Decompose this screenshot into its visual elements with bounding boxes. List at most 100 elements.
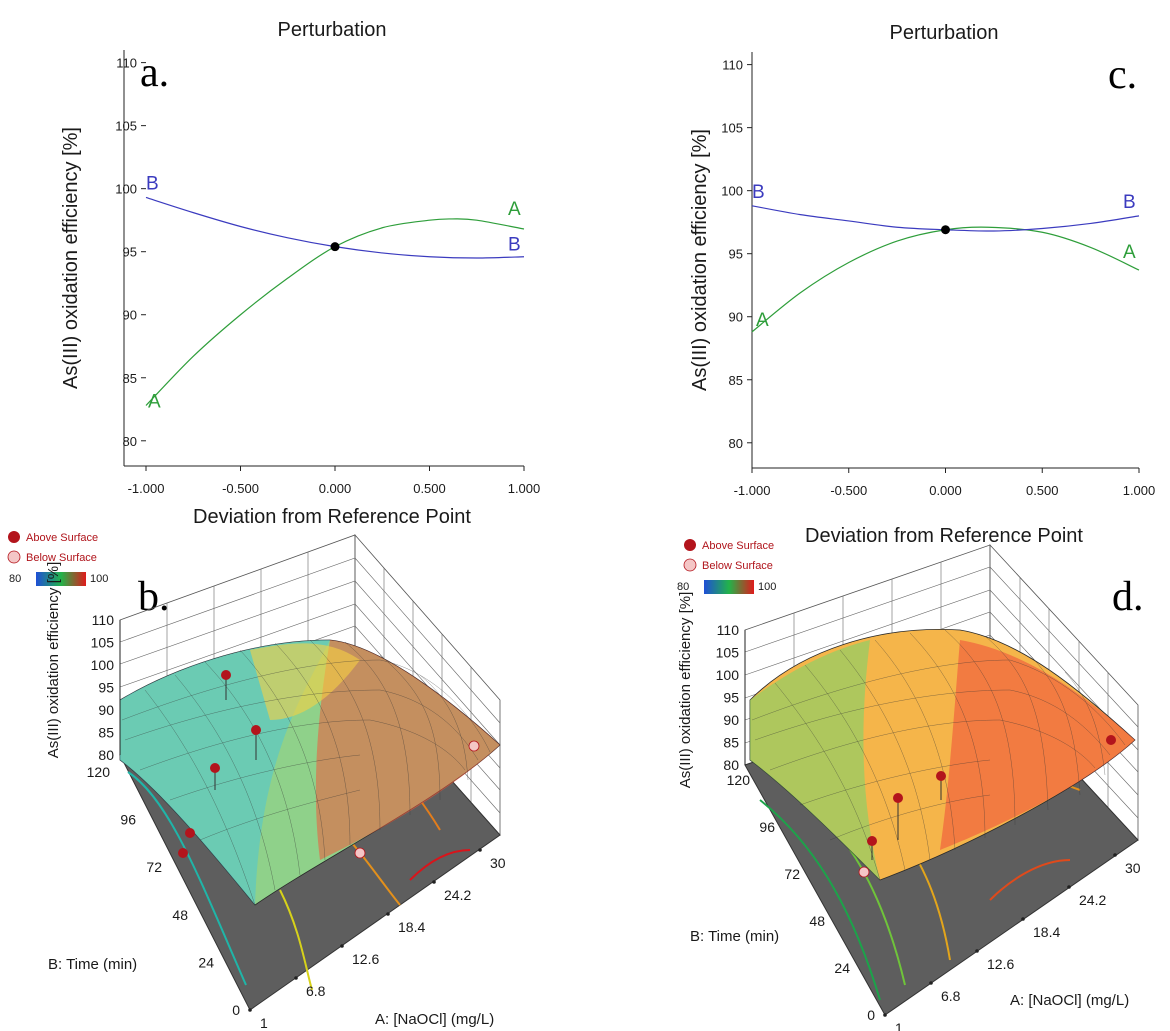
b-naocl-tick-2: 12.6 — [352, 951, 379, 967]
c-xtick-label-1: -0.500 — [830, 483, 867, 498]
b-naocl-tick-mark-0 — [248, 1008, 252, 1012]
z-ticks-b: 80 85 90 95 100 105 110 — [91, 612, 115, 763]
d-naocl-tick-mark-3 — [1021, 917, 1025, 921]
d-ztick-1: 85 — [723, 735, 739, 751]
a-series-A-label-end: A — [508, 199, 521, 220]
a-ytick-label-1: 85 — [123, 371, 137, 386]
c-reference-point — [941, 225, 950, 235]
c-ytick-label-0: 80 — [729, 436, 743, 451]
plot-c-y-label: As(III) oxidation efficiency [%] — [689, 129, 711, 391]
a-xtick-label-3: 0.500 — [413, 481, 446, 496]
colorbar-max-d: 100 — [758, 581, 776, 593]
time-label-b: B: Time (min) — [48, 956, 137, 973]
c-ytick-label-6: 110 — [722, 58, 743, 73]
c-xtick-label-4: 1.000 — [1123, 483, 1156, 498]
a-ytick-label-2: 90 — [123, 308, 137, 323]
d-naocl-tick-0: 1 — [895, 1020, 903, 1031]
b-time-tick-3: 72 — [146, 859, 162, 875]
b-time-tick-4: 96 — [120, 812, 136, 828]
colorbar-min-d: 80 — [677, 581, 689, 593]
naocl-label-d: A: [NaOCl] (mg/L) — [1010, 992, 1129, 1009]
d-time-tick-1: 24 — [834, 960, 850, 976]
plot-c-y-ticks: 80 85 90 95 100 105 110 — [721, 58, 752, 451]
b-naocl-tick-mark-5 — [478, 848, 482, 852]
surface-shade-warm-b — [315, 640, 500, 860]
d-ztick-4: 100 — [716, 667, 740, 683]
d-ztick-0: 80 — [723, 757, 739, 773]
time-ticks-d: 0 24 48 72 96 120 — [727, 772, 876, 1023]
colorbar-d — [704, 580, 754, 594]
panel-label-a: a. — [140, 50, 169, 96]
above-surface-marker — [8, 531, 20, 543]
a-ytick-label-6: 110 — [116, 56, 137, 71]
d-naocl-tick-mark-1 — [929, 981, 933, 985]
naocl-ticks-d: 1 6.8 12.6 18.4 24.2 30 — [883, 853, 1141, 1031]
above-surface-marker-d — [684, 539, 696, 551]
d-naocl-tick-2: 12.6 — [987, 956, 1014, 972]
d-naocl-tick-mark-4 — [1067, 885, 1071, 889]
colorbar-b — [36, 572, 86, 586]
c-ytick-label-4: 100 — [721, 184, 743, 199]
plot-a-title: Perturbation — [278, 19, 387, 41]
b-time-tick-2: 48 — [172, 907, 188, 923]
plot-a-x-label: Deviation from Reference Point — [193, 506, 471, 528]
a-series-B-label-start: B — [146, 173, 159, 194]
plot-c-x-label: Deviation from Reference Point — [805, 525, 1083, 547]
d-naocl-tick-mark-0 — [883, 1013, 887, 1017]
b-ztick-1: 85 — [98, 725, 114, 741]
b-naocl-tick-mark-2 — [340, 944, 344, 948]
d-time-tick-2: 48 — [809, 913, 825, 929]
d-ztick-5: 105 — [716, 645, 740, 661]
surface-shade-warm-d — [940, 640, 1135, 850]
a-xtick-label-0: -1.000 — [128, 481, 165, 496]
c-ytick-label-3: 95 — [729, 247, 743, 262]
b-ztick-6: 110 — [92, 612, 115, 628]
d-time-tick-4: 96 — [759, 819, 775, 835]
a-series-A-line — [145, 218, 525, 406]
c-ytick-label-2: 90 — [729, 310, 743, 325]
z-label-d: As(III) oxidation efficiency [%] — [677, 592, 694, 788]
b-naocl-tick-mark-3 — [386, 912, 390, 916]
d-naocl-tick-mark-5 — [1113, 853, 1117, 857]
b-naocl-tick-mark-1 — [294, 976, 298, 980]
b-ztick-3: 95 — [98, 680, 114, 696]
panel-label-c: c. — [1108, 52, 1137, 98]
below-surface-marker-d — [683, 558, 697, 572]
panel-label-d: d. — [1112, 574, 1144, 620]
z-label-b: As(III) oxidation efficiency [%] — [45, 562, 62, 758]
a-ytick-label-4: 100 — [115, 182, 137, 197]
a-ytick-label-0: 80 — [123, 434, 137, 449]
b-naocl-tick-0: 1 — [260, 1015, 268, 1031]
d-naocl-tick-5: 30 — [1125, 860, 1141, 876]
d-time-tick-3: 72 — [784, 866, 800, 882]
c-series-A-label-start: A — [756, 310, 769, 331]
d-naocl-tick-4: 24.2 — [1079, 892, 1106, 908]
c-xtick-label-2: 0.000 — [929, 483, 962, 498]
design-points-b — [178, 670, 480, 859]
surface-mesh-d — [751, 629, 1126, 881]
surface-shade-cool-d — [750, 640, 880, 880]
d-ztick-2: 90 — [723, 712, 739, 728]
b-naocl-tick-mark-4 — [432, 880, 436, 884]
c-ytick-label-5: 105 — [721, 121, 743, 136]
naocl-ticks-b: 1 6.8 12.6 18.4 24.2 30 — [248, 848, 506, 1031]
d-time-tick-0: 0 — [867, 1007, 875, 1023]
d-naocl-tick-1: 6.8 — [941, 988, 961, 1004]
c-series-A-line — [751, 226, 1140, 333]
a-xtick-label-2: 0.000 — [319, 481, 352, 496]
b-naocl-tick-5: 30 — [490, 855, 506, 871]
legend-above-b: Above Surface — [26, 532, 98, 544]
c-xtick-label-3: 0.500 — [1026, 483, 1059, 498]
time-ticks-b: 0 24 48 72 96 120 — [87, 764, 241, 1018]
b-ztick-4: 100 — [91, 657, 115, 673]
below-surface-marker — [7, 550, 21, 564]
plot-a-y-label: As(III) oxidation efficiency [%] — [60, 127, 82, 389]
b-time-tick-5: 120 — [87, 764, 111, 780]
b-ztick-0: 80 — [98, 747, 114, 763]
c-xtick-label-0: -1.000 — [734, 483, 771, 498]
z-ticks-d: 80 85 90 95 100 105 110 — [716, 622, 740, 773]
d-ztick-3: 95 — [723, 690, 739, 706]
perturbation-plot-a: Perturbation 80 85 90 95 100 105 110 -1.000 -0.… — [60, 19, 540, 528]
legend-below-d: Below Surface — [702, 560, 773, 572]
